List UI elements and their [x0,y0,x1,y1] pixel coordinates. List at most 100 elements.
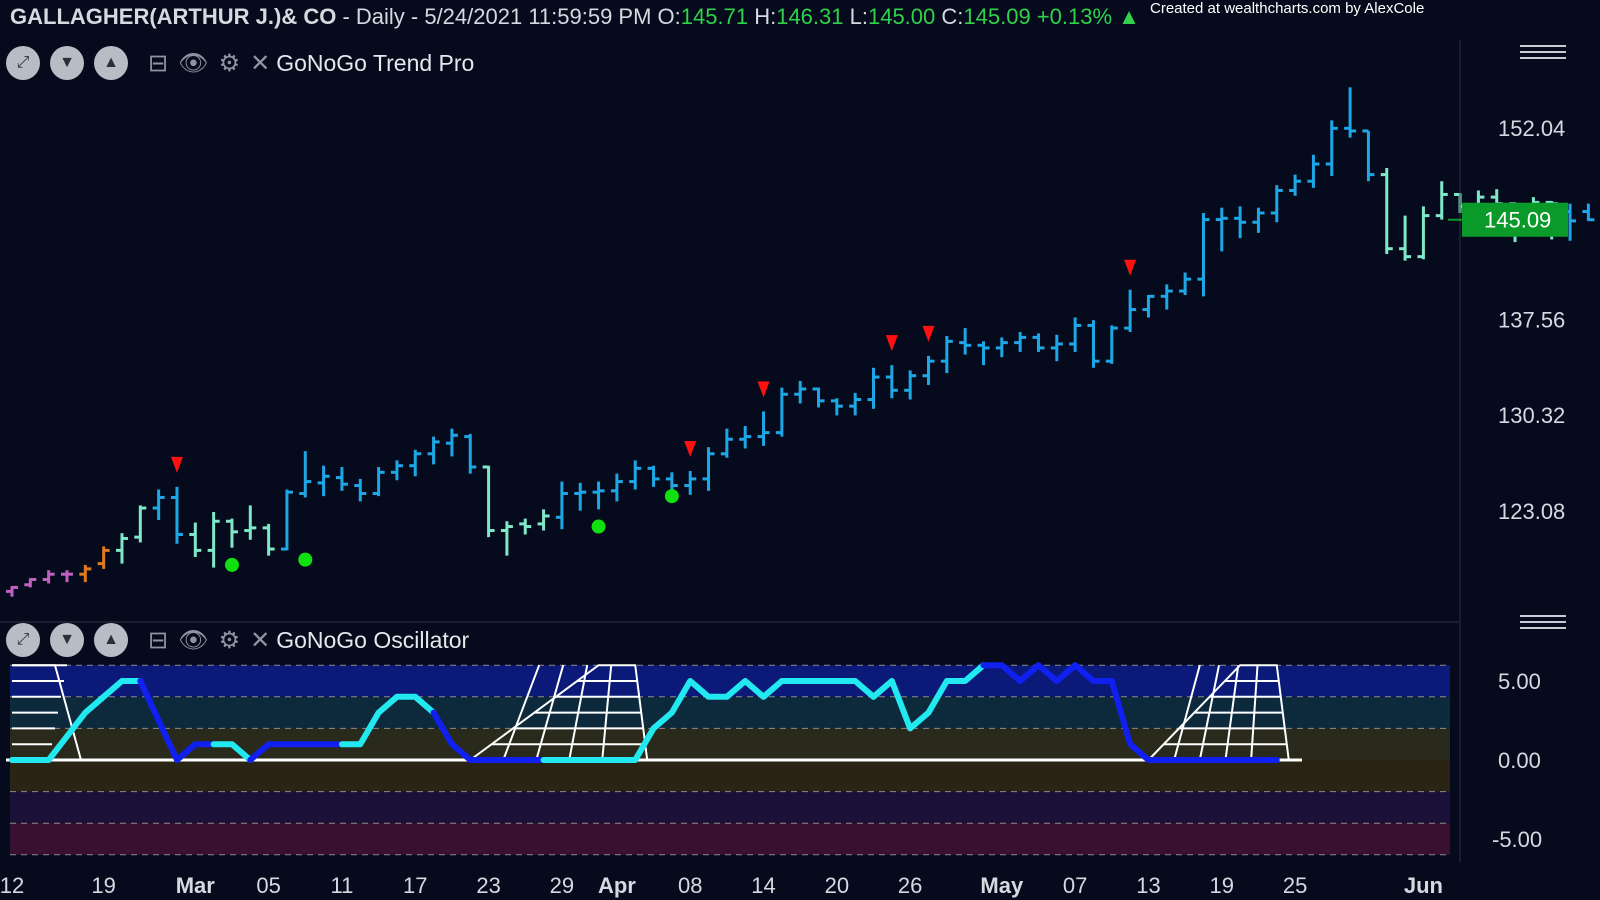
price-bar [445,428,458,457]
price-bar [1105,325,1118,364]
y-tick-label: 152.04 [1498,116,1565,141]
price-bar [940,336,953,374]
price-bar [1582,203,1595,222]
oscillator-line [9,662,1280,763]
price-bar [995,337,1008,358]
oscillator-toolbar: ⤢ ▼ ▲ ⊟ 👁 ⚙ ✕ GoNoGo Oscillator [6,621,469,659]
price-bar [244,505,257,540]
close-icon[interactable]: ✕ [250,626,271,654]
price-bar [317,465,330,497]
price-bar [1417,206,1430,260]
oscillator-segment [980,662,1280,763]
price-bar [629,460,642,490]
net-line [601,665,613,761]
price-bar [1215,207,1228,252]
price-bar [1307,154,1320,188]
x-tick-label: 25 [1283,873,1307,898]
price-bar [262,523,275,556]
price-bar [390,460,403,481]
price-bar [610,473,623,502]
x-tick-label: 07 [1063,873,1087,898]
x-tick-label: 20 [825,873,849,898]
low-value: 145.00 [867,4,936,29]
oscillator-band [10,760,1450,792]
x-tick-label: 12 [0,873,24,898]
price-bar [757,411,770,446]
last-price-label: 145.09 [1484,208,1551,233]
trend-toolbar: ⤢ ▼ ▲ ⊟ 👁 ⚙ ✕ GoNoGo Trend Pro [6,44,474,82]
price-bar [409,449,422,477]
chevron-down-icon[interactable]: ▼ [50,46,84,80]
price-bar [1142,294,1155,318]
price-bar [555,481,568,530]
maximize-icon[interactable]: ⤢ [6,623,40,657]
price-bar [647,465,660,487]
net-line [1198,665,1221,761]
oscillator-band [10,791,1450,824]
green-dot [298,552,313,567]
x-tick-label: May [980,873,1024,898]
gear-icon[interactable]: ⚙ [218,626,241,654]
price-bar [464,433,477,474]
price-bar [684,470,697,495]
x-tick-label: 05 [256,873,280,898]
price-bar [959,328,972,355]
price-bar [702,447,715,491]
open-label: O: [657,4,681,29]
eye-icon[interactable]: 👁 [178,49,209,77]
price-bar [134,505,147,543]
red-triangle [757,381,770,398]
net-line [1173,664,1201,761]
price-bar [922,355,935,385]
gear-icon[interactable]: ⚙ [218,49,241,77]
green-dot [664,489,679,504]
price-bar [1362,129,1375,182]
collapse-icon[interactable]: ⊟ [148,626,169,654]
oscillator-segment [430,709,547,763]
x-tick-label: 17 [403,873,427,898]
price-bar [592,481,605,510]
net-line [568,665,589,761]
price-bar [207,512,220,568]
oscillator-indicator-title: GoNoGo Oscillator [276,626,470,653]
price-bar [115,533,128,564]
oscillator-bands [10,665,1450,855]
price-bar [280,489,293,551]
x-tick-label: 14 [751,873,775,898]
x-tick-label: 23 [476,873,500,898]
close-value: 145.09 [963,4,1031,29]
close-icon[interactable]: ✕ [250,49,271,77]
axes: 152.04 137.56 130.32 123.08 145.09 5.00 0.00 -5… [0,40,1568,898]
eye-icon[interactable]: 👁 [178,626,209,654]
collapse-icon[interactable]: ⊟ [148,49,169,77]
price-bar [189,522,202,557]
red-triangle [885,335,898,352]
red-triangle [170,456,183,473]
price-bar [537,509,550,531]
symbol-name: GALLAGHER(ARTHUR J.)& CO [10,4,337,29]
price-bar [1014,332,1027,352]
price-bar [867,367,880,409]
price-bar [775,387,788,437]
price-bar [1234,206,1247,239]
price-bar [1252,207,1265,233]
oscillator-nets [12,664,1290,761]
price-bar [1270,185,1283,223]
x-tick-label: 26 [898,873,922,898]
x-tick-label: 19 [91,873,115,898]
net-line [535,664,565,761]
price-bar [1325,120,1338,176]
price-bar [42,570,55,584]
chevron-up-icon[interactable]: ▲ [94,46,128,80]
y-tick-label: 137.56 [1498,307,1565,332]
price-bar [720,428,733,458]
maximize-icon[interactable]: ⤢ [6,46,40,80]
price-bar [1160,284,1173,310]
last-price-box [1462,202,1568,237]
chevron-down-icon[interactable]: ▼ [50,623,84,657]
chevron-up-icon[interactable]: ▲ [94,623,128,657]
oscillator-y-tick-label: -5.00 [1492,827,1542,852]
price-bars [6,87,1595,597]
oscillator-segment [247,741,345,763]
